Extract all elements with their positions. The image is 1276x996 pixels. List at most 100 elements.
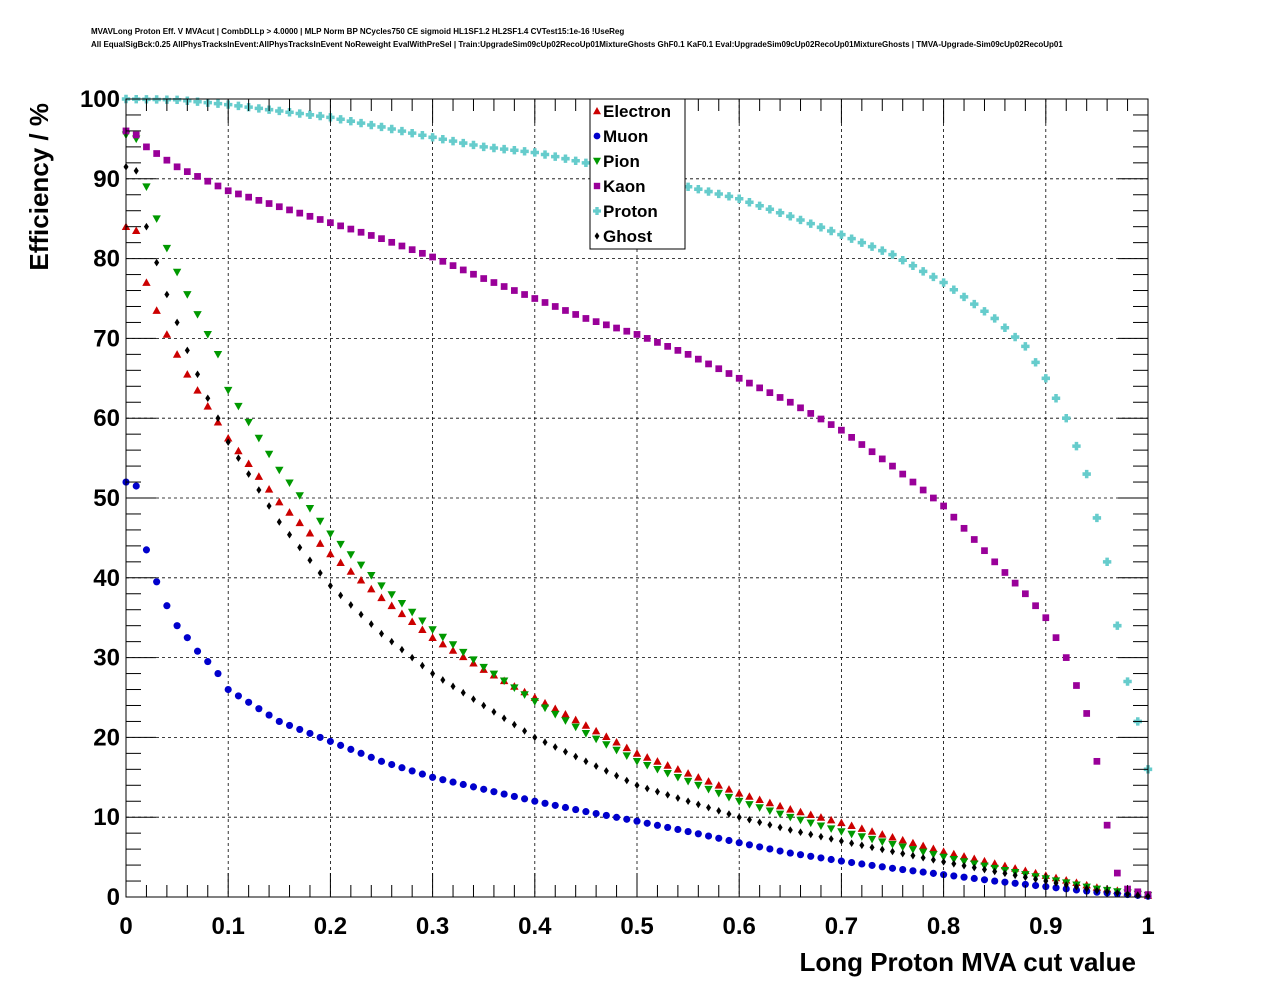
data-point-diamond <box>644 784 650 793</box>
data-point-cross <box>683 182 693 191</box>
data-point-circle <box>337 741 345 749</box>
data-point-circle <box>153 578 161 586</box>
data-point-diamond <box>654 787 660 796</box>
data-point-triangle-up <box>203 402 212 410</box>
data-point-circle <box>991 877 999 885</box>
data-point-diamond <box>1002 869 1008 878</box>
x-tick-label: 0.3 <box>416 913 449 940</box>
data-point-diamond <box>808 830 814 839</box>
data-point-cross <box>929 272 938 282</box>
data-point-diamond <box>910 851 916 860</box>
data-point-cross <box>888 250 897 259</box>
data-point-triangle-down <box>448 641 458 649</box>
data-point-cross <box>428 133 437 142</box>
data-point-cross <box>990 314 999 323</box>
data-point-square <box>1011 579 1019 587</box>
data-point-circle <box>837 857 845 865</box>
data-point-diamond <box>706 803 712 812</box>
data-point-cross <box>234 101 243 111</box>
data-point-diamond <box>266 502 272 510</box>
data-point-square <box>480 275 488 282</box>
data-point-square <box>224 187 232 195</box>
data-point-square <box>930 494 937 502</box>
data-point-circle <box>633 817 641 825</box>
data-point-square <box>439 257 447 265</box>
y-tick-label: 80 <box>93 246 120 273</box>
data-point-square <box>970 536 978 543</box>
data-point-triangle-up <box>172 350 182 358</box>
data-point-circle <box>919 868 927 876</box>
data-point-cross <box>694 184 703 194</box>
data-point-circle <box>715 834 723 842</box>
data-point-square <box>878 455 886 463</box>
data-point-cross <box>520 147 529 156</box>
data-point-triangle-up <box>428 633 437 642</box>
data-point-triangle-up <box>234 446 243 455</box>
data-point-cross <box>448 136 458 146</box>
data-point-triangle-up <box>356 575 366 584</box>
data-point-circle <box>909 867 917 875</box>
data-point-triangle-up <box>377 593 386 602</box>
data-point-triangle-down <box>142 183 151 191</box>
data-point-triangle-down <box>275 466 284 475</box>
data-point-diamond <box>961 861 967 870</box>
data-point-square <box>1093 757 1101 765</box>
data-point-square <box>459 266 467 274</box>
data-point-triangle-down <box>653 765 662 774</box>
data-point-triangle-down <box>224 386 233 395</box>
data-point-triangle-up <box>632 749 642 757</box>
legend-entry: Kaon <box>593 177 646 196</box>
data-point-triangle-down <box>520 691 529 699</box>
data-point-triangle-up <box>929 844 938 853</box>
data-point-diamond <box>869 843 875 852</box>
data-point-triangle-up <box>336 558 345 566</box>
data-point-triangle-down <box>336 540 345 549</box>
data-point-cross <box>551 152 560 161</box>
data-point-triangle-down <box>285 479 294 488</box>
data-point-square <box>511 287 518 294</box>
data-point-circle <box>214 669 222 678</box>
data-point-diamond <box>726 810 732 818</box>
x-tick-label: 0.8 <box>927 913 960 940</box>
data-point-triangle-up <box>970 854 979 863</box>
data-point-diamond <box>542 738 548 746</box>
data-point-cross <box>438 135 448 144</box>
data-point-diamond <box>419 661 425 670</box>
data-point-triangle-up <box>724 785 734 793</box>
data-point-triangle-up <box>593 107 601 115</box>
data-point-triangle-up <box>193 386 202 394</box>
data-point-triangle-down <box>663 769 672 778</box>
data-point-triangle-down <box>581 730 591 738</box>
chart-title-line-2: All EqualSigBck:0.25 AllPhysTracksInEven… <box>91 40 1063 49</box>
data-point-square <box>470 270 477 278</box>
data-point-circle <box>1011 879 1019 887</box>
data-point-circle <box>827 855 835 864</box>
data-point-circle <box>224 685 232 694</box>
data-point-square <box>613 324 620 332</box>
data-point-circle <box>776 847 784 855</box>
data-point-triangle-down <box>397 599 407 608</box>
data-point-square <box>797 404 804 412</box>
data-point-diamond <box>491 708 497 716</box>
data-point-cross <box>765 205 775 214</box>
data-point-cross <box>499 144 509 154</box>
data-point-diamond <box>154 258 160 267</box>
data-point-square <box>153 150 161 157</box>
data-point-circle <box>980 876 989 884</box>
data-point-square <box>194 173 201 180</box>
data-point-square <box>265 200 273 207</box>
data-point-circle <box>899 865 907 874</box>
data-point-triangle-down <box>540 704 550 713</box>
data-point-diamond <box>787 826 793 834</box>
data-point-square <box>889 462 896 470</box>
data-point-cross <box>510 146 519 155</box>
data-point-triangle-up <box>683 769 693 777</box>
data-point-circle <box>1021 880 1029 888</box>
data-point-square <box>286 206 293 214</box>
data-point-triangle-up <box>980 856 989 865</box>
data-point-square <box>981 547 988 555</box>
data-point-triangle-up <box>826 815 836 824</box>
data-point-triangle-down <box>172 268 182 277</box>
data-point-circle <box>357 749 365 757</box>
data-point-triangle-down <box>694 781 703 790</box>
